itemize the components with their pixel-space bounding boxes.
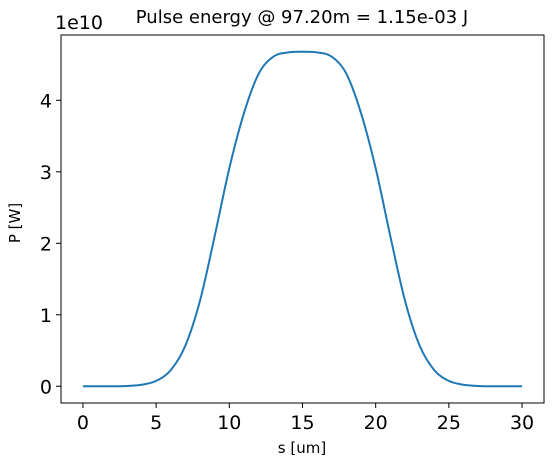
x-tick-label-3: 15 [290, 412, 314, 434]
y-offset-label: 1e10 [55, 12, 103, 34]
x-tick-label-4: 20 [364, 412, 388, 434]
x-tick-label-0: 0 [77, 412, 89, 434]
y-tick-label-4: 4 [40, 90, 52, 112]
y-tick-label-1: 1 [40, 305, 52, 327]
chart-title: Pulse energy @ 97.20m = 1.15e-03 J [136, 7, 468, 28]
x-tick-label-2: 10 [217, 412, 241, 434]
y-tick-label-3: 3 [40, 162, 52, 184]
x-axis-label: s [um] [278, 439, 326, 457]
x-tick-label-6: 30 [510, 412, 534, 434]
y-tick-label-2: 2 [40, 233, 52, 255]
series-line-0 [82, 50, 523, 388]
x-tick-label-1: 5 [150, 412, 162, 434]
y-tick-label-0: 0 [40, 376, 52, 398]
plot-area: 0 5 10 15 20 25 30 0 1 2 3 4 [40, 34, 545, 434]
x-tick-label-5: 25 [437, 412, 461, 434]
y-axis-label: P [W] [6, 203, 24, 243]
axes-frame [60, 34, 545, 404]
